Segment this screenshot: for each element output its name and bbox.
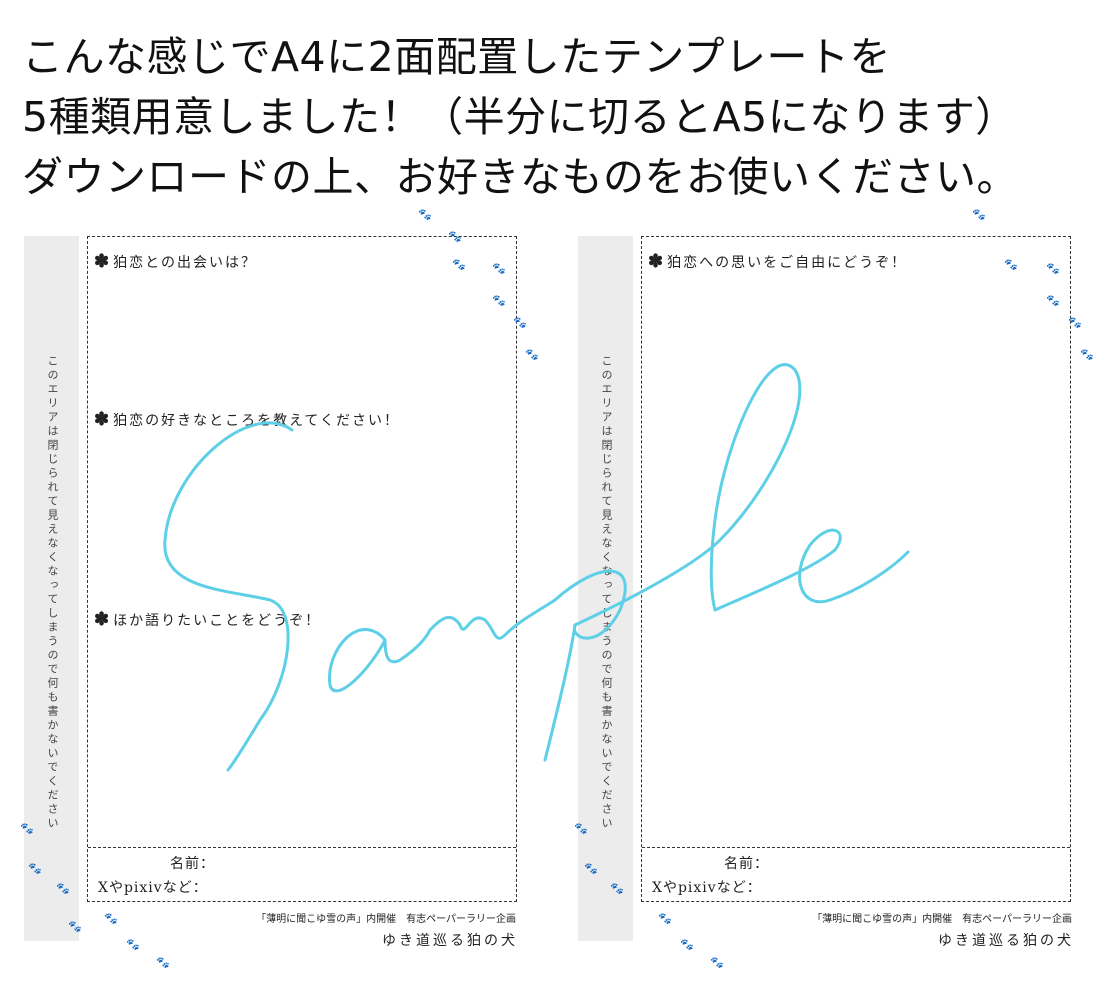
paw-print-icon: 🐾 bbox=[574, 822, 588, 835]
strip-note: このエリアは閉じられて見えなくなってしまうので何も書かないでください bbox=[600, 355, 613, 831]
name-field-label: 名前： bbox=[724, 856, 769, 872]
paw-print-icon: 🐾 bbox=[418, 208, 432, 221]
strip-note: このエリアは閉じられて見えなくなってしまうので何も書かないでください bbox=[46, 355, 59, 831]
paw-print-icon: 🐾 bbox=[56, 882, 70, 895]
watermark-stroke-S bbox=[163, 421, 294, 772]
question-1: ✽ 狛恋との出会いは？ bbox=[94, 251, 257, 272]
paw-print-icon: 🐾 bbox=[584, 862, 598, 875]
template-box-left: ✽ 狛恋との出会いは？ ✽ 狛恋の好きなところを教えてください！ ✽ ほか語りたいこと… bbox=[87, 236, 517, 902]
asterisk-flower-icon: ✽ bbox=[94, 609, 112, 630]
paw-print-icon: 🐾 bbox=[513, 316, 527, 329]
credit-text: 「薄明に聞こゆ雪の声」内開催 有志ペーパーラリー企画 bbox=[812, 914, 1072, 925]
asterisk-flower-icon: ✽ bbox=[94, 409, 112, 430]
paw-print-icon: 🐾 bbox=[1046, 262, 1060, 275]
paw-print-icon: 🐾 bbox=[1080, 348, 1094, 361]
circle-name: ゆき道巡る狛の犬 bbox=[938, 933, 1074, 949]
headline-3: ダウンロードの上、お好きなものをお使いください。 bbox=[22, 153, 1018, 201]
headline-1: こんな感じでA4に2面配置したテンプレートを bbox=[22, 33, 891, 81]
paw-print-icon: 🐾 bbox=[20, 822, 34, 835]
paw-print-icon: 🐾 bbox=[610, 882, 624, 895]
paw-print-icon: 🐾 bbox=[492, 262, 506, 275]
question-1: ✽ 狛恋への思いをご自由にどうぞ！ bbox=[648, 251, 908, 272]
question-3: ✽ ほか語りたいことをどうぞ！ bbox=[94, 609, 322, 630]
paw-print-icon: 🐾 bbox=[972, 208, 986, 221]
paw-print-icon: 🐾 bbox=[492, 294, 506, 307]
question-2: ✽ 狛恋の好きなところを教えてください！ bbox=[94, 409, 400, 430]
asterisk-flower-icon: ✽ bbox=[648, 251, 666, 272]
paw-print-icon: 🐾 bbox=[126, 938, 140, 951]
paw-print-icon: 🐾 bbox=[1068, 316, 1082, 329]
watermark-stroke-m bbox=[428, 598, 557, 640]
asterisk-flower-icon: ✽ bbox=[94, 251, 112, 272]
circle-name: ゆき道巡る狛の犬 bbox=[382, 933, 518, 949]
paw-print-icon: 🐾 bbox=[680, 938, 694, 951]
name-field-label: 名前： bbox=[170, 856, 215, 872]
paw-print-icon: 🐾 bbox=[1046, 294, 1060, 307]
paw-print-icon: 🐾 bbox=[452, 258, 466, 271]
divider bbox=[88, 847, 516, 848]
paw-print-icon: 🐾 bbox=[658, 912, 672, 925]
paw-print-icon: 🐾 bbox=[156, 956, 170, 969]
paw-print-icon: 🐾 bbox=[104, 912, 118, 925]
paw-print-icon: 🐾 bbox=[28, 862, 42, 875]
sns-field-label: Xやpixivなど： bbox=[652, 880, 762, 896]
credit-text: 「薄明に聞こゆ雪の声」内開催 有志ペーパーラリー企画 bbox=[256, 914, 516, 925]
watermark-stroke-e bbox=[713, 528, 910, 612]
template-box-right: ✽ 狛恋への思いをご自由にどうぞ！ 名前： Xやpixivなど： bbox=[641, 236, 1071, 902]
divider bbox=[642, 847, 1070, 848]
watermark-stroke-p bbox=[543, 569, 627, 762]
paw-print-icon: 🐾 bbox=[710, 956, 724, 969]
paw-print-icon: 🐾 bbox=[525, 348, 539, 361]
sns-field-label: Xやpixivなど： bbox=[98, 880, 208, 896]
watermark-stroke-a bbox=[328, 627, 432, 693]
paw-print-icon: 🐾 bbox=[1004, 258, 1018, 271]
watermark-stroke-l bbox=[573, 363, 802, 627]
headline-2: 5種類用意しました！（半分に切るとA5になります） bbox=[22, 93, 1017, 141]
paw-print-icon: 🐾 bbox=[448, 230, 462, 243]
paw-print-icon: 🐾 bbox=[68, 920, 82, 933]
binding-strip bbox=[24, 236, 79, 941]
